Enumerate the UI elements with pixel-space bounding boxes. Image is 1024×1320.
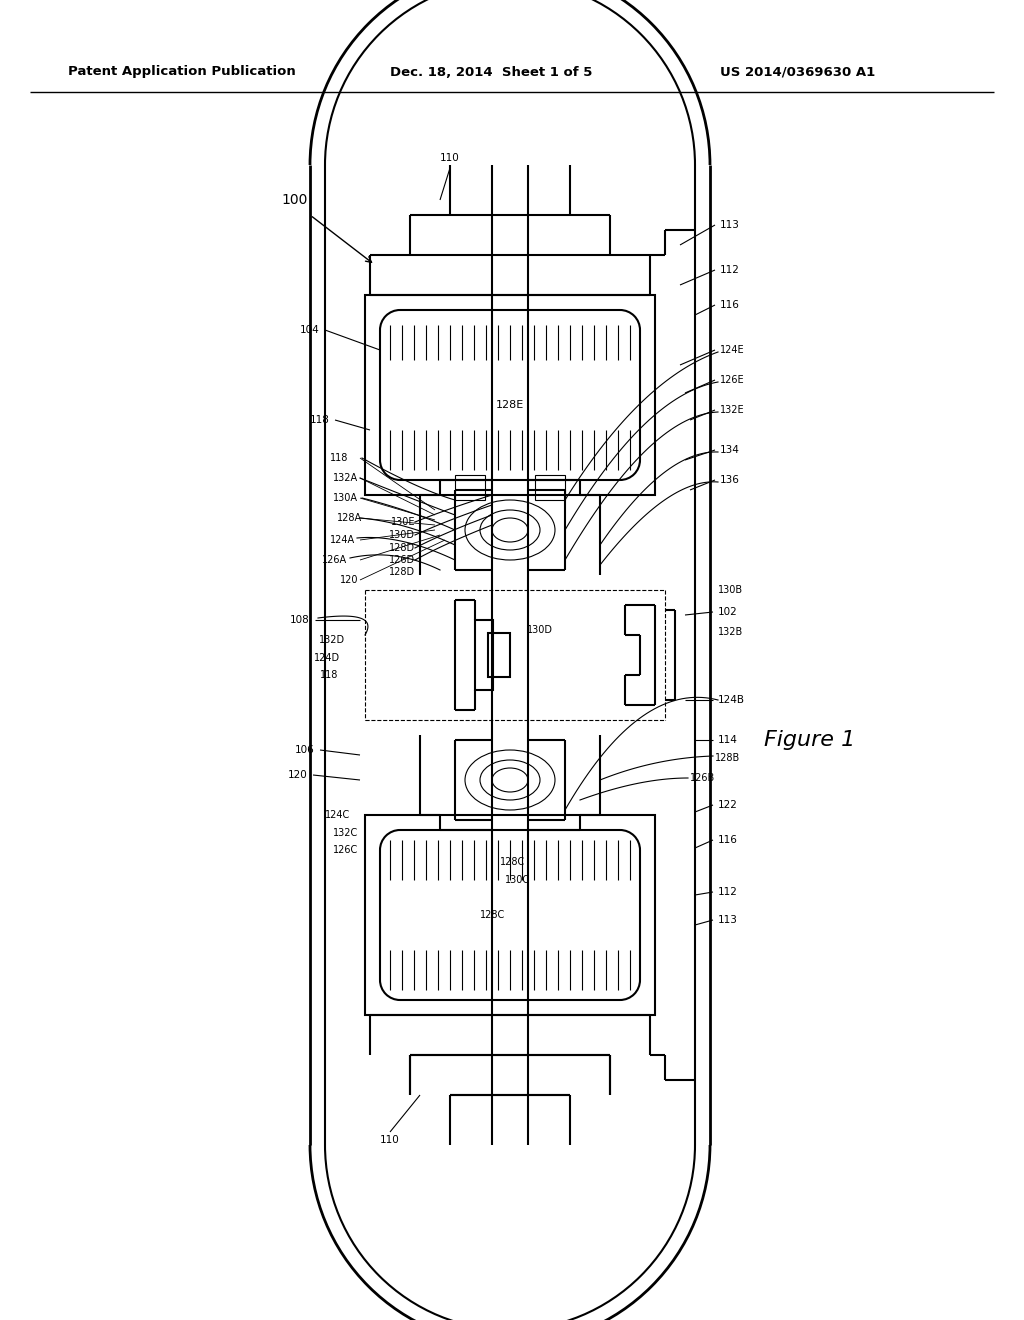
Text: 134: 134: [720, 445, 740, 455]
Text: 116: 116: [720, 300, 740, 310]
Text: 113: 113: [720, 220, 740, 230]
Text: 116: 116: [718, 836, 738, 845]
Text: 132D: 132D: [318, 635, 345, 645]
Text: 126E: 126E: [720, 375, 744, 385]
Text: 124A: 124A: [330, 535, 355, 545]
Text: Patent Application Publication: Patent Application Publication: [68, 66, 296, 78]
Text: Figure 1: Figure 1: [764, 730, 856, 750]
Text: 122: 122: [718, 800, 738, 810]
Text: 126C: 126C: [333, 845, 358, 855]
Bar: [365, 294, 655, 495]
Text: 128D: 128D: [389, 568, 415, 577]
Text: 126D: 126D: [389, 554, 415, 565]
Text: 118: 118: [319, 671, 338, 680]
Text: 128C: 128C: [480, 909, 505, 920]
Text: 120: 120: [288, 770, 308, 780]
Text: 130B: 130B: [718, 585, 743, 595]
Text: 124C: 124C: [325, 810, 350, 820]
Bar: [365, 814, 655, 1015]
Text: 130D: 130D: [527, 624, 553, 635]
Text: 112: 112: [718, 887, 738, 898]
Text: 108: 108: [290, 615, 310, 624]
Text: 124D: 124D: [314, 653, 340, 663]
Bar: [535, 475, 565, 500]
Text: 118: 118: [330, 453, 348, 463]
Text: 110: 110: [440, 153, 460, 162]
Text: 124E: 124E: [720, 345, 744, 355]
Text: 120: 120: [340, 576, 358, 585]
Text: 126B: 126B: [690, 774, 715, 783]
Bar: [488, 634, 510, 677]
Text: Dec. 18, 2014  Sheet 1 of 5: Dec. 18, 2014 Sheet 1 of 5: [390, 66, 592, 78]
Text: 128D: 128D: [389, 543, 415, 553]
Text: 132B: 132B: [718, 627, 743, 638]
Text: 132A: 132A: [333, 473, 358, 483]
Bar: [455, 475, 485, 500]
Text: 132C: 132C: [333, 828, 358, 838]
Text: 110: 110: [380, 1135, 400, 1144]
Text: 112: 112: [720, 265, 740, 275]
Text: 126A: 126A: [322, 554, 347, 565]
Text: 128C: 128C: [500, 857, 525, 867]
Text: 106: 106: [295, 744, 315, 755]
Text: 113: 113: [718, 915, 738, 925]
Text: 130E: 130E: [390, 517, 415, 527]
Text: 128B: 128B: [715, 752, 740, 763]
Text: 130A: 130A: [333, 492, 358, 503]
Text: 132E: 132E: [720, 405, 744, 414]
Text: US 2014/0369630 A1: US 2014/0369630 A1: [720, 66, 876, 78]
Text: 130D: 130D: [389, 531, 415, 540]
Text: 102: 102: [718, 607, 737, 616]
Text: 100: 100: [282, 193, 308, 207]
Text: 128A: 128A: [337, 513, 362, 523]
Bar: [475, 620, 493, 690]
Text: 118: 118: [310, 414, 330, 425]
Text: 128E: 128E: [496, 400, 524, 411]
Text: 114: 114: [718, 735, 738, 744]
Text: 124B: 124B: [718, 696, 745, 705]
Text: 130C: 130C: [505, 875, 530, 884]
Text: 136: 136: [720, 475, 740, 484]
Text: 104: 104: [300, 325, 319, 335]
